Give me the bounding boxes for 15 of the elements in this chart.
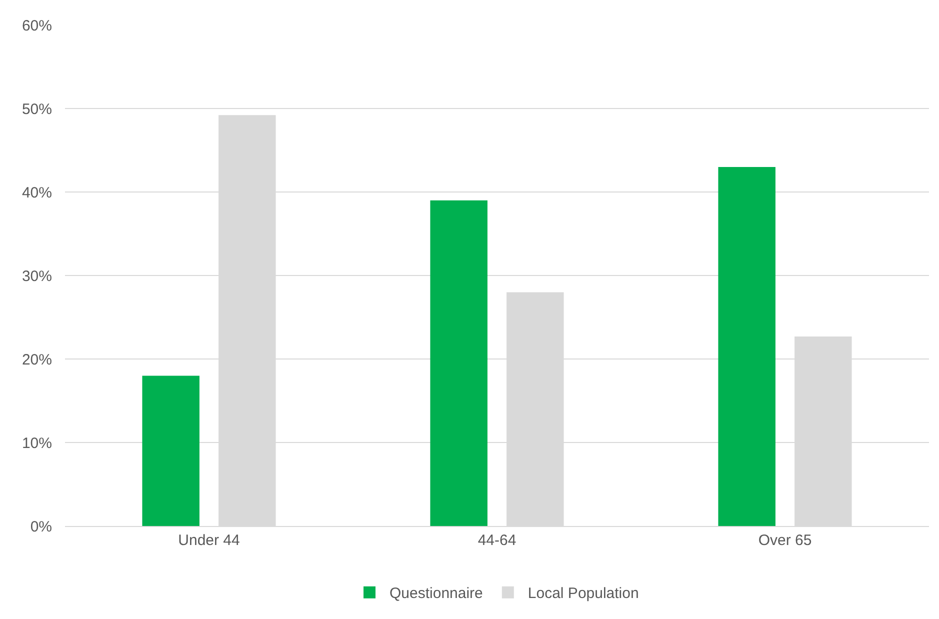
y-tick-label: 10% <box>22 434 52 452</box>
bar <box>430 200 488 526</box>
bar <box>142 376 200 526</box>
x-tick-label: Over 65 <box>758 532 812 549</box>
y-tick-label: 60% <box>22 17 52 34</box>
x-tick-label: Under 44 <box>178 532 240 549</box>
x-tick-label: 44-64 <box>478 532 516 549</box>
y-tick-label: 40% <box>22 184 52 202</box>
y-tick-label: 0% <box>30 518 52 536</box>
bar <box>718 166 776 526</box>
y-tick-label: 50% <box>22 100 52 118</box>
legend-label: Local Population <box>528 585 639 602</box>
y-tick-label: 20% <box>22 351 52 368</box>
legend-label: Questionnaire <box>390 585 483 602</box>
y-tick-label: 30% <box>22 268 52 285</box>
